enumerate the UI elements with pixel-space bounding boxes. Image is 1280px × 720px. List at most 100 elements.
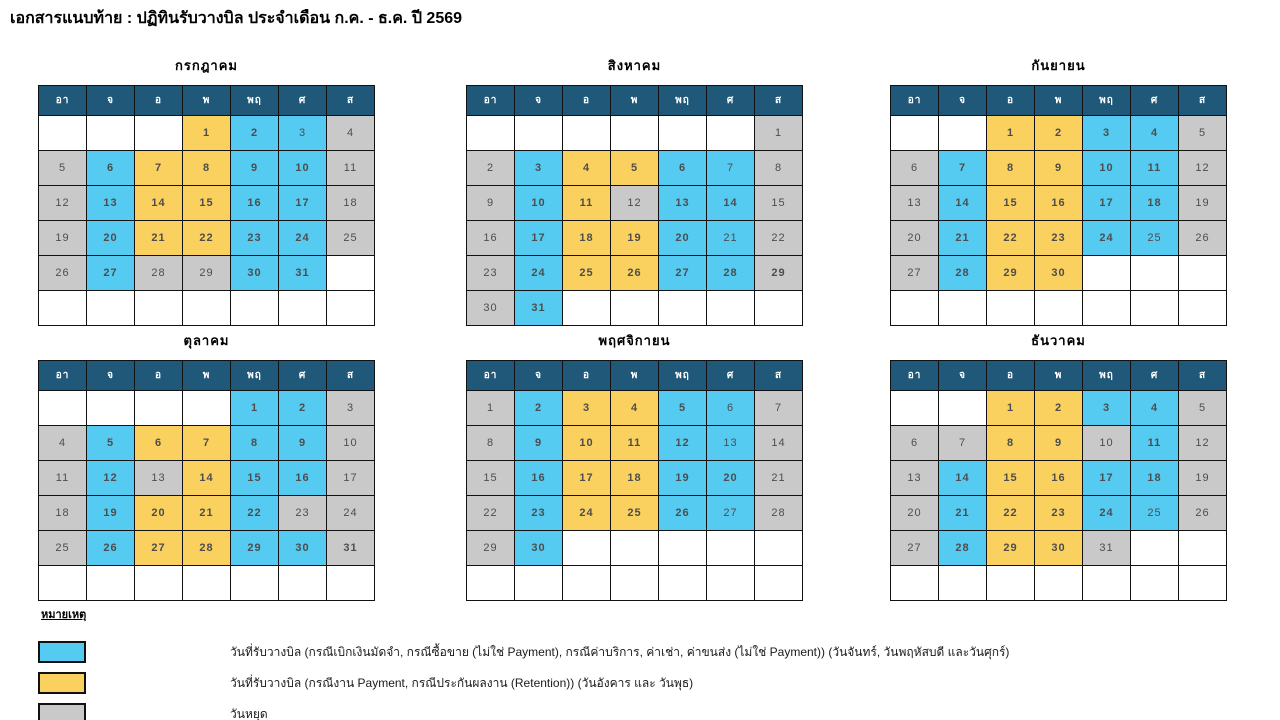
empty-cell — [890, 115, 939, 151]
day-cell: 17 — [514, 220, 563, 256]
weekday-header: ส — [754, 85, 803, 116]
day-cell: 6 — [890, 150, 939, 186]
day-cell: 29 — [230, 530, 279, 566]
day-cell: 3 — [562, 390, 611, 426]
day-cell: 23 — [278, 495, 327, 531]
day-cell: 4 — [1130, 115, 1179, 151]
month-table: อาจอพพฤศส 1 2 3 4 5 6 7 8 9 10 11 12 13 14 15 16 17 18 19 20… — [890, 360, 1227, 601]
day-cell: 13 — [658, 185, 707, 221]
month-table: อาจอพพฤศส 1 2 3 4 5 6 7 8 9 10 11 12 13 14 15 16 17 18 19 20… — [466, 85, 803, 326]
day-cell: 4 — [1130, 390, 1179, 426]
empty-cell — [38, 565, 87, 601]
day-cell: 19 — [1178, 185, 1227, 221]
day-cell: 4 — [562, 150, 611, 186]
day-cell: 3 — [1082, 390, 1131, 426]
day-cell: 26 — [38, 255, 87, 291]
empty-cell — [182, 565, 231, 601]
day-cell: 4 — [38, 425, 87, 461]
day-cell: 16 — [466, 220, 515, 256]
day-cell: 9 — [466, 185, 515, 221]
empty-cell — [658, 290, 707, 326]
day-cell: 19 — [610, 220, 659, 256]
day-cell: 6 — [658, 150, 707, 186]
day-cell: 11 — [326, 150, 375, 186]
day-cell: 25 — [610, 495, 659, 531]
day-cell: 17 — [1082, 185, 1131, 221]
empty-cell — [754, 290, 803, 326]
day-cell: 5 — [610, 150, 659, 186]
empty-cell — [1034, 290, 1083, 326]
day-cell: 17 — [278, 185, 327, 221]
day-cell: 22 — [182, 220, 231, 256]
empty-cell — [182, 290, 231, 326]
empty-cell — [610, 290, 659, 326]
weekday-header: จ — [86, 360, 135, 391]
day-cell: 15 — [986, 185, 1035, 221]
empty-cell — [326, 565, 375, 601]
week-row: 30 31 — [466, 290, 803, 326]
week-row — [890, 565, 1227, 601]
day-cell: 19 — [1178, 460, 1227, 496]
day-cell: 13 — [86, 185, 135, 221]
day-cell: 23 — [1034, 495, 1083, 531]
empty-cell — [610, 565, 659, 601]
empty-cell — [754, 565, 803, 601]
day-cell: 11 — [610, 425, 659, 461]
day-cell: 1 — [754, 115, 803, 151]
empty-cell — [1130, 530, 1179, 566]
week-row: 5 6 7 8 9 10 11 — [38, 150, 375, 186]
empty-cell — [1178, 530, 1227, 566]
day-cell: 3 — [1082, 115, 1131, 151]
day-cell: 23 — [230, 220, 279, 256]
day-cell: 29 — [986, 255, 1035, 291]
day-cell: 26 — [1178, 495, 1227, 531]
day-cell: 1 — [182, 115, 231, 151]
day-cell: 22 — [466, 495, 515, 531]
day-cell: 10 — [562, 425, 611, 461]
day-cell: 30 — [466, 290, 515, 326]
week-row: 26 27 28 29 30 31 — [38, 255, 375, 291]
day-cell: 14 — [938, 185, 987, 221]
day-cell: 26 — [610, 255, 659, 291]
day-cell: 14 — [754, 425, 803, 461]
day-cell: 29 — [182, 255, 231, 291]
weekday-header: พ — [182, 85, 231, 116]
day-cell: 18 — [1130, 185, 1179, 221]
empty-cell — [1082, 290, 1131, 326]
empty-cell — [706, 530, 755, 566]
weekday-header: พฤ — [1082, 85, 1131, 116]
empty-cell — [706, 115, 755, 151]
weekday-header: จ — [938, 85, 987, 116]
day-cell: 8 — [986, 425, 1035, 461]
calendar-month-6: ธันวาคม อาจอพพฤศส 1 2 3 4 5 6 7 8 9 10 11 12 13 14 15 16 1… — [890, 330, 1227, 601]
day-cell: 29 — [986, 530, 1035, 566]
empty-cell — [514, 115, 563, 151]
weekday-header: อา — [38, 360, 87, 391]
week-row: 27 28 29 30 31 — [890, 530, 1227, 566]
legend-title: หมายเหตุ — [41, 609, 87, 621]
day-cell: 16 — [278, 460, 327, 496]
empty-cell — [134, 390, 183, 426]
day-cell: 28 — [938, 255, 987, 291]
empty-cell — [938, 565, 987, 601]
day-cell: 24 — [1082, 220, 1131, 256]
empty-cell — [86, 390, 135, 426]
empty-cell — [706, 290, 755, 326]
day-cell: 18 — [38, 495, 87, 531]
day-cell: 25 — [326, 220, 375, 256]
day-cell: 12 — [38, 185, 87, 221]
calendar-month-2: สิงหาคม อาจอพพฤศส 1 2 3 4 5 6 7 8 9 10 11 12 13 14 15 16 1… — [466, 55, 803, 326]
day-cell: 6 — [890, 425, 939, 461]
day-cell: 9 — [230, 150, 279, 186]
empty-cell — [134, 290, 183, 326]
day-cell: 11 — [1130, 425, 1179, 461]
month-table: อาจอพพฤศส 1 2 3 4 5 6 7 8 9 10 11 12 13 14 15 16 17 18 19 20… — [38, 85, 375, 326]
day-cell: 6 — [134, 425, 183, 461]
day-cell: 8 — [754, 150, 803, 186]
day-cell: 11 — [1130, 150, 1179, 186]
day-cell: 2 — [1034, 390, 1083, 426]
day-cell: 16 — [1034, 185, 1083, 221]
weekday-header: อ — [986, 360, 1035, 391]
